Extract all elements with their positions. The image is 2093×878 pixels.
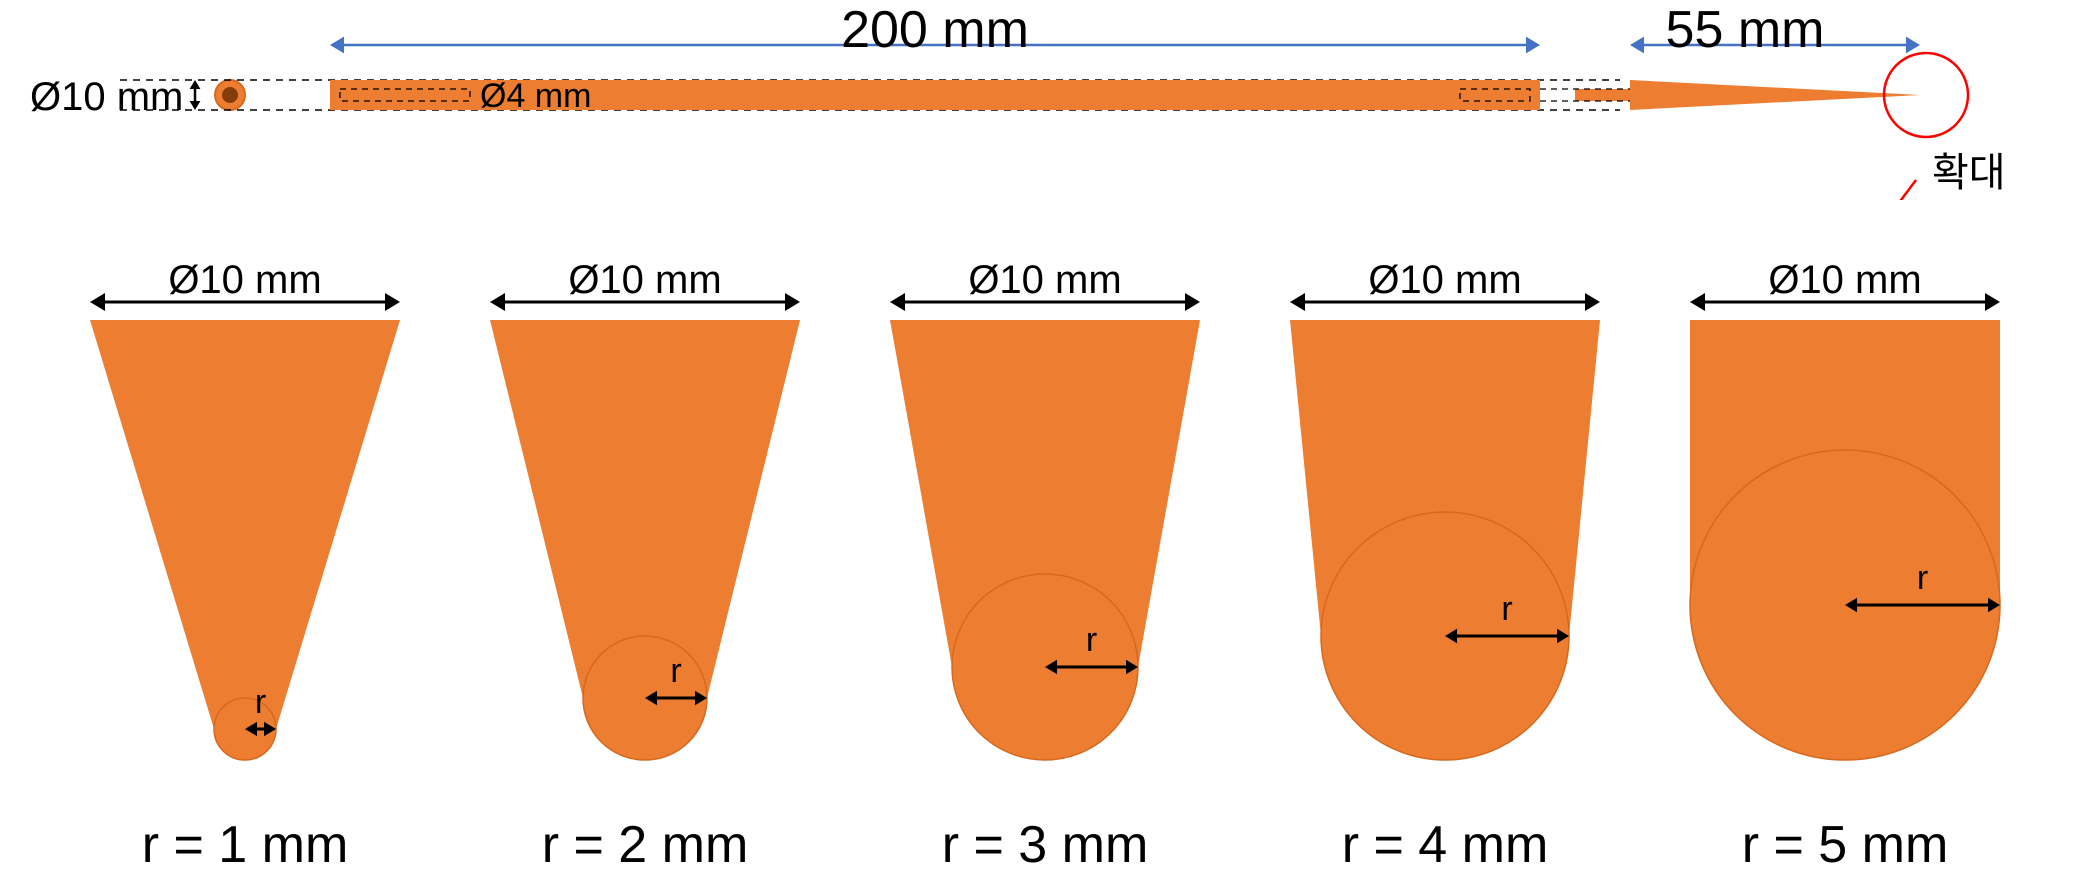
tip-diameter-label-1: Ø10 mm bbox=[168, 258, 321, 303]
tip-detail-3 bbox=[870, 270, 1220, 790]
tip-caption-3: r = 3 mm bbox=[942, 815, 1149, 875]
tip-caption-4: r = 4 mm bbox=[1342, 815, 1549, 875]
tip-diameter-label-5: Ø10 mm bbox=[1768, 258, 1921, 303]
zoom-label: 확대 bbox=[1932, 140, 2006, 198]
shaft-length-label: 200 mm bbox=[841, 0, 1029, 60]
tip-detail-2 bbox=[470, 270, 820, 790]
tip-r-label-4: r bbox=[1501, 590, 1512, 629]
inner-diameter-label: Ø4 mm bbox=[480, 77, 591, 116]
outer-diameter-label: Ø10 mm bbox=[30, 75, 183, 120]
tip-r-label-1: r bbox=[255, 683, 266, 722]
tip-caption-5: r = 5 mm bbox=[1742, 815, 1949, 875]
tip-diameter-label-3: Ø10 mm bbox=[968, 258, 1121, 303]
tip-detail-5 bbox=[1670, 270, 2020, 790]
tip-detail-4 bbox=[1270, 270, 1620, 790]
tip-diameter-label-4: Ø10 mm bbox=[1368, 258, 1521, 303]
tip-r-label-5: r bbox=[1917, 559, 1928, 598]
tip-r-label-2: r bbox=[670, 652, 681, 691]
tip-r-label-3: r bbox=[1086, 621, 1097, 660]
tip-caption-2: r = 2 mm bbox=[542, 815, 749, 875]
tip-detail-1 bbox=[70, 270, 420, 790]
tip-length-label: 55 mm bbox=[1666, 0, 1825, 60]
tip-diameter-label-2: Ø10 mm bbox=[568, 258, 721, 303]
diagram-canvas: Ø10 mm Ø4 mm 200 mm 55 mm 확대 Ø10 mm r r = 1 mm Ø… bbox=[0, 0, 2093, 878]
tip-caption-1: r = 1 mm bbox=[142, 815, 349, 875]
